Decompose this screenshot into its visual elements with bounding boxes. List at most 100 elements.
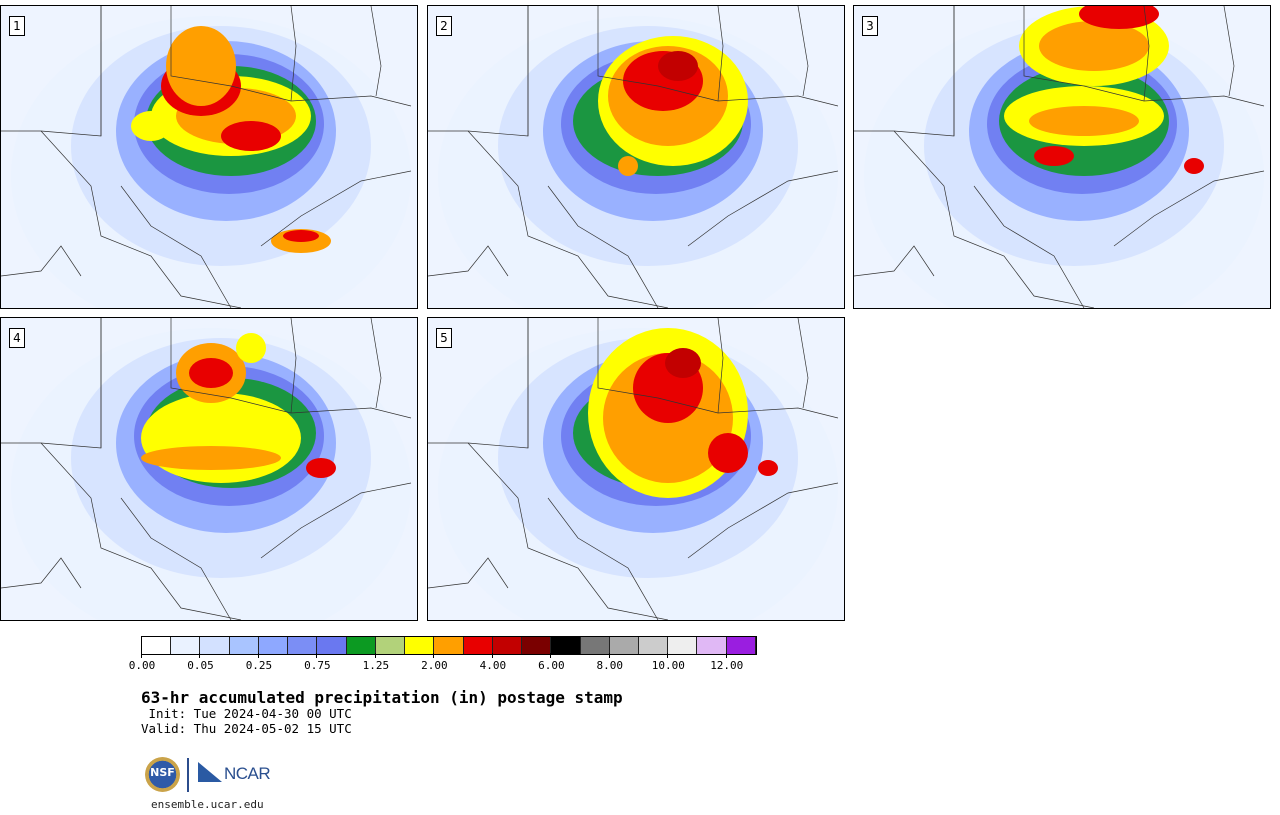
colorbar-tick	[433, 653, 435, 658]
ensemble-member-map-2: 2	[427, 5, 845, 309]
geographic-boundary	[290, 318, 297, 414]
precip-cell	[1034, 146, 1074, 166]
geographic-boundary	[290, 6, 297, 102]
geographic-boundary	[1, 245, 82, 277]
precipitation-map	[428, 6, 839, 308]
colorbar-tick	[667, 653, 669, 658]
ensemble-member-map-3: 3	[853, 5, 1271, 309]
member-number-label: 4	[9, 328, 25, 348]
colorbar-tick	[257, 653, 259, 658]
precip-cell	[131, 111, 171, 141]
valid-time: Valid: Thu 2024-05-02 15 UTC	[141, 721, 352, 736]
geographic-boundary	[40, 130, 242, 308]
geographic-boundary	[428, 557, 509, 589]
precipitation-map	[1, 6, 412, 308]
ensemble-member-map-1: 1	[0, 5, 418, 309]
geographic-boundary	[717, 318, 724, 414]
geographic-boundary	[370, 318, 382, 409]
geographic-boundary	[687, 170, 839, 247]
geographic-boundary	[547, 497, 659, 620]
geographic-boundary	[120, 497, 232, 620]
member-number-label: 1	[9, 16, 25, 36]
colorbar-swatch	[522, 637, 552, 654]
geographic-boundary	[1143, 6, 1150, 102]
colorbar-swatch	[171, 637, 201, 654]
colorbar-swatch	[551, 637, 581, 654]
colorbar-tick	[550, 653, 552, 658]
colorbar-tick-label: 0.00	[128, 659, 156, 672]
precip-cell	[141, 446, 281, 470]
colorbar-tick	[316, 653, 318, 658]
website-url[interactable]: ensemble.ucar.edu	[151, 798, 264, 811]
colorbar-tick	[199, 653, 201, 658]
precipitation-map	[1, 318, 412, 620]
colorbar-swatch	[697, 637, 727, 654]
member-number-label: 2	[436, 16, 452, 36]
ncar-logo-text: NCAR	[224, 764, 271, 783]
geographic-boundary	[973, 185, 1085, 308]
colorbar-swatch	[142, 637, 172, 654]
geographic-boundary	[547, 185, 659, 308]
geographic-boundary	[797, 318, 809, 409]
precipitation-map	[428, 318, 839, 620]
plot-title: 63-hr accumulated precipitation (in) pos…	[141, 688, 623, 707]
geographic-boundary	[1, 557, 82, 589]
precip-cell	[758, 460, 778, 476]
colorbar-swatch	[258, 637, 289, 654]
colorbar-swatch	[346, 637, 376, 654]
colorbar-tick-label: 12.00	[710, 659, 744, 672]
colorbar-swatch	[317, 637, 347, 654]
colorbar-tick	[725, 653, 727, 658]
geographic-boundary	[1113, 170, 1265, 247]
geographic-boundary	[717, 6, 724, 102]
geographic-boundary	[467, 442, 669, 620]
colorbar-tick-label: 0.05	[187, 659, 214, 672]
colorbar-tick-label: 4.00	[479, 659, 507, 672]
colorbar-swatch	[638, 637, 669, 654]
colorbar-swatch	[580, 637, 610, 654]
colorbar-tick	[608, 653, 610, 658]
colorbar-swatch	[200, 637, 230, 654]
geographic-boundary	[170, 318, 412, 419]
precipitation-colorbar	[141, 636, 757, 655]
geographic-boundary	[854, 245, 935, 277]
precip-cell	[618, 156, 638, 176]
colorbar-tick-label: 1.25	[362, 659, 390, 672]
init-time: Init: Tue 2024-04-30 00 UTC	[141, 706, 352, 721]
geographic-boundary	[1223, 6, 1235, 97]
geographic-boundary	[40, 442, 242, 620]
geographic-boundary	[893, 130, 1095, 308]
geographic-boundary	[260, 170, 412, 247]
geographic-boundary	[467, 130, 669, 308]
precip-cell	[166, 26, 236, 106]
colorbar-swatch	[288, 637, 318, 654]
colorbar-swatch	[463, 637, 493, 654]
member-number-label: 3	[862, 16, 878, 36]
ncar-mark-icon	[198, 762, 222, 782]
geographic-boundary	[428, 245, 509, 277]
precip-cell	[283, 230, 319, 242]
geographic-boundary	[260, 482, 412, 559]
precip-cell	[1184, 158, 1204, 174]
precip-cell	[1029, 106, 1139, 136]
geographic-boundary	[170, 6, 412, 107]
colorbar-tick-label: 6.00	[538, 659, 565, 672]
nsf-logo-text: NSF	[150, 766, 175, 779]
precip-cell	[1079, 6, 1159, 29]
colorbar-tick-label: 8.00	[596, 659, 624, 672]
nsf-logo: NSF	[145, 757, 180, 792]
precip-cell	[189, 358, 233, 388]
colorbar-swatch	[609, 637, 639, 654]
precip-cell	[306, 458, 336, 478]
precipitation-map	[854, 6, 1265, 308]
precip-cell	[708, 433, 748, 473]
geographic-boundary	[120, 185, 232, 308]
colorbar-tick	[374, 653, 376, 658]
geographic-boundary	[370, 6, 382, 97]
precip-cell	[1039, 21, 1149, 71]
ensemble-member-map-5: 5	[427, 317, 845, 621]
geographic-boundary	[1023, 6, 1265, 107]
colorbar-swatch	[726, 637, 756, 654]
colorbar-tick	[141, 653, 142, 658]
geographic-boundary	[687, 482, 839, 559]
